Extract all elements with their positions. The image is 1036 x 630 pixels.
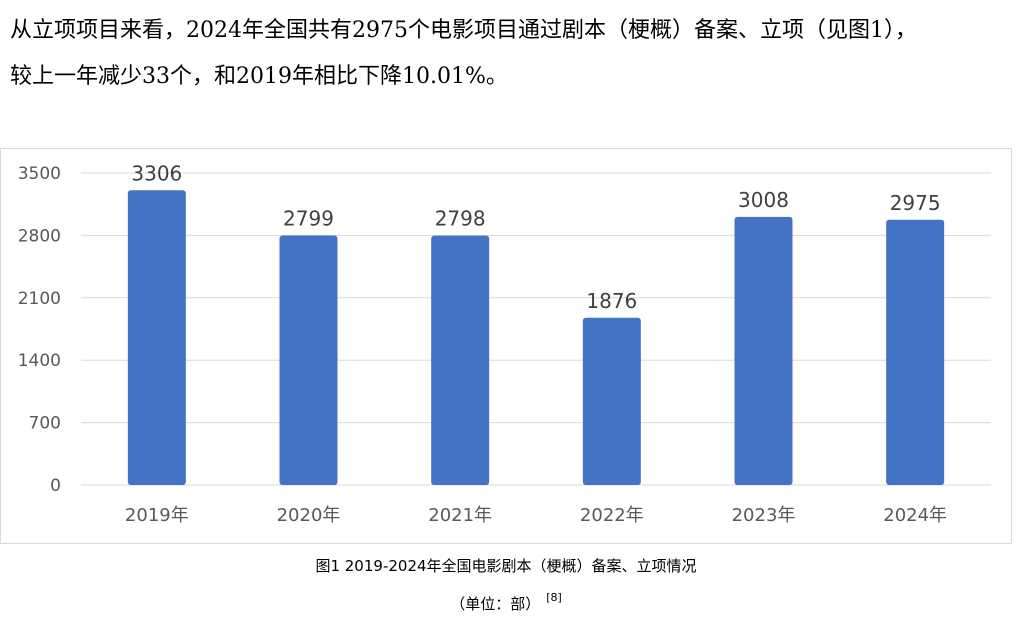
intro-line-2: 较上一年减少33个，和2019年相比下降10.01%。	[10, 64, 508, 89]
data-label: 2798	[435, 207, 486, 231]
x-tick-label: 2019年	[125, 505, 189, 526]
data-label: 3008	[738, 188, 789, 212]
y-tick-label: 2800	[18, 226, 61, 246]
x-tick-label: 2024年	[883, 505, 947, 526]
unit-label: （单位：部）	[450, 595, 541, 613]
y-tick-label: 3500	[18, 164, 61, 184]
intro-paragraph: 从立项项目来看，2024年全国共有2975个电影项目通过剧本（梗概）备案、立项（…	[10, 8, 1020, 100]
bar	[734, 216, 793, 485]
data-label: 2799	[283, 206, 334, 230]
bar	[279, 235, 338, 485]
x-tick-label: 2023年	[732, 505, 796, 526]
x-tick-label: 2022年	[580, 505, 644, 526]
y-tick-label: 700	[29, 414, 61, 434]
intro-line-1: 从立项项目来看，2024年全国共有2975个电影项目通过剧本（梗概）备案、立项（…	[10, 18, 917, 43]
figure-caption: 图1 2019-2024年全国电影剧本（梗概）备案、立项情况	[315, 557, 697, 575]
bar	[431, 235, 490, 485]
bar-chart: 0 700 1400 2100 2800 3500 3306 2019年 2799 2020年 27…	[18, 161, 991, 526]
y-tick-label: 2100	[18, 289, 61, 309]
data-label: 3306	[131, 161, 182, 185]
bar	[127, 190, 186, 486]
reference-link[interactable]: [8]	[546, 591, 562, 604]
bar	[582, 317, 641, 485]
data-label: 2975	[890, 191, 941, 215]
y-tick-label: 0	[50, 476, 61, 496]
chart-frame: 0 700 1400 2100 2800 3500 3306 2019年 2799 2020年 27…	[0, 148, 1012, 544]
bar	[886, 219, 945, 486]
figure-unit: （单位：部） [8]	[0, 591, 1012, 614]
y-tick-label: 1400	[18, 351, 61, 371]
x-tick-label: 2021年	[428, 505, 492, 526]
x-tick-label: 2020年	[277, 505, 341, 526]
data-label: 1876	[586, 289, 637, 313]
